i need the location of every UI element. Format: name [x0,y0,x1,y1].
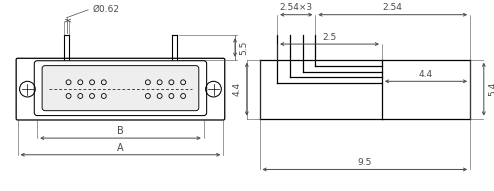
Text: 5.5: 5.5 [240,40,248,55]
FancyBboxPatch shape [42,66,199,111]
Text: 4.4: 4.4 [233,82,242,96]
Text: 4.4: 4.4 [419,70,433,79]
Text: 2.5: 2.5 [323,33,337,42]
Text: Ø0.62: Ø0.62 [92,5,119,14]
Text: A: A [117,143,124,153]
FancyBboxPatch shape [16,58,225,120]
Text: 2.54: 2.54 [383,3,403,12]
Text: 5.4: 5.4 [488,82,494,96]
FancyBboxPatch shape [34,61,206,116]
Text: 9.5: 9.5 [358,158,372,167]
Text: B: B [117,126,124,136]
Text: 2.54×3: 2.54×3 [280,3,313,12]
